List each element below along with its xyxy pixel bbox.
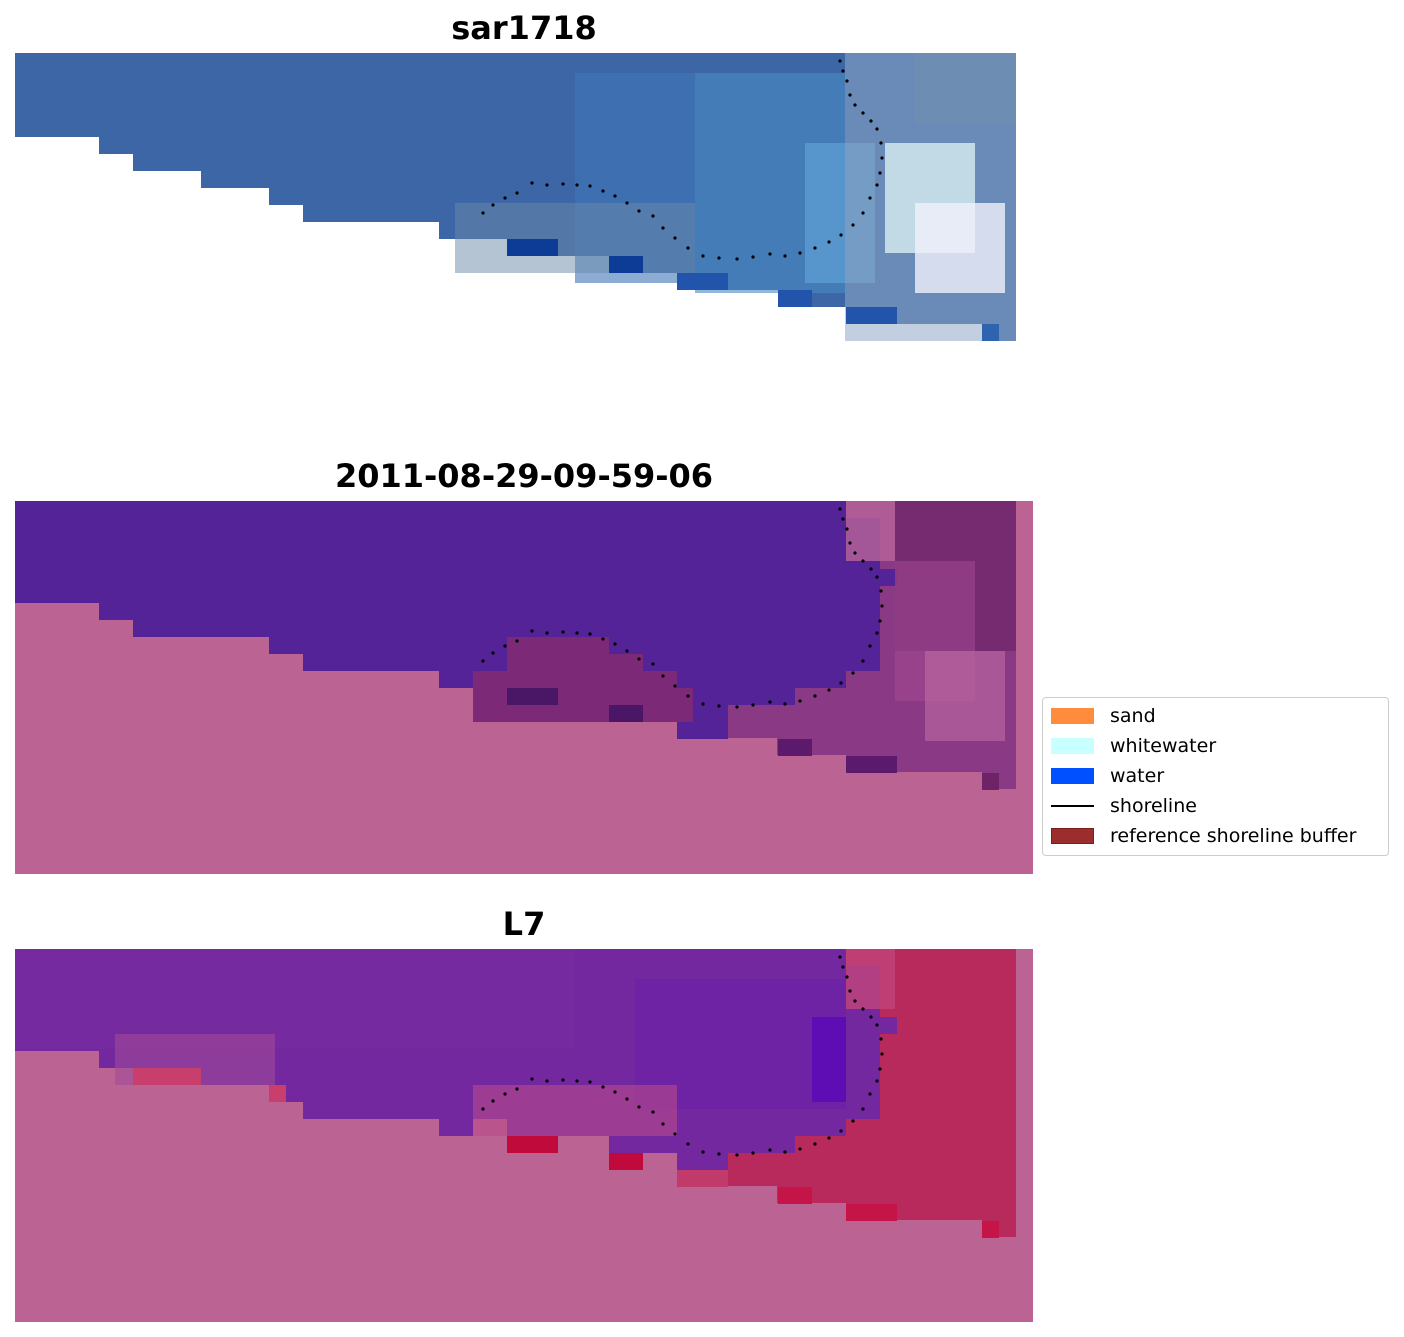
- sand-swatch: [1051, 708, 1094, 724]
- shoreline-dots: [481, 59, 884, 261]
- legend-label-sand: sand: [1110, 705, 1156, 727]
- legend-label-shoreline: shoreline: [1110, 795, 1197, 817]
- legend-label-water: water: [1110, 765, 1165, 787]
- water-swatch: [1051, 768, 1094, 784]
- index-image-panel: [15, 949, 1033, 1322]
- legend-item-sand: sand: [1051, 705, 1156, 727]
- legend-label-whitewater: whitewater: [1110, 735, 1217, 757]
- whitewater-swatch: [1051, 738, 1094, 754]
- panel-title-rgb: sar1718: [451, 9, 597, 47]
- legend-label-reference-buffer: reference shoreline buffer: [1110, 825, 1357, 847]
- classification-panel: [15, 501, 1033, 874]
- legend-item-water: water: [1051, 765, 1164, 787]
- reference-buffer-swatch: [1051, 828, 1094, 844]
- legend-item-whitewater: whitewater: [1051, 735, 1216, 757]
- rgb-image: [15, 53, 1033, 426]
- panel-title-index: L7: [502, 905, 546, 943]
- legend-item-reference-buffer: reference shoreline buffer: [1051, 825, 1356, 847]
- shoreline-line-swatch: [1051, 805, 1094, 807]
- classification-image: [15, 501, 1033, 874]
- legend: sand whitewater water shoreline referenc…: [1042, 697, 1389, 856]
- index-image: [15, 949, 1033, 1322]
- panel-title-classification: 2011-08-29-09-59-06: [334, 457, 714, 495]
- rgb-image-panel: [15, 53, 1033, 426]
- legend-item-shoreline: shoreline: [1051, 795, 1197, 817]
